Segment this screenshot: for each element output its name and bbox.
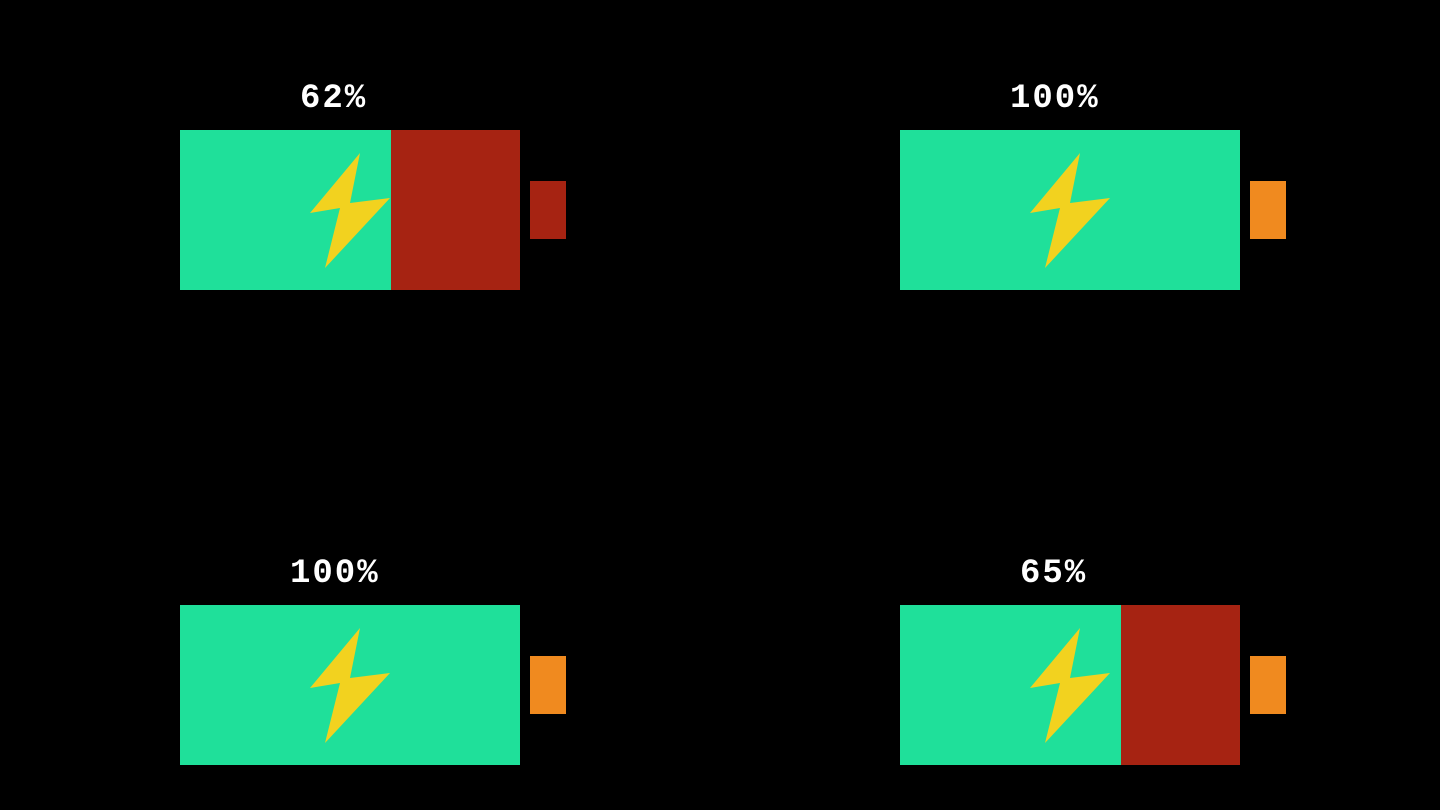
battery-percent-label: 65% [1020, 555, 1087, 593]
grid-cell-bl: 100% [0, 405, 720, 810]
grid-cell-tl: 62% [0, 0, 720, 405]
grid-cell-tr: 100% [720, 0, 1440, 405]
charging-bolt-icon [290, 153, 410, 268]
battery-body [900, 605, 1240, 765]
charging-bolt-icon [1010, 628, 1130, 743]
grid-cell-br: 65% [720, 405, 1440, 810]
battery-tip [1250, 181, 1286, 239]
battery-tip [530, 181, 566, 239]
battery-body [900, 130, 1240, 290]
battery-grid: 62% 100% 100% 65% [0, 0, 1440, 810]
battery-percent-label: 62% [300, 80, 367, 118]
battery-percent-label: 100% [1010, 80, 1100, 118]
battery-tip [1250, 656, 1286, 714]
battery-body [180, 605, 520, 765]
battery-tip [530, 656, 566, 714]
charging-bolt-icon [290, 628, 410, 743]
battery-body [180, 130, 520, 290]
battery-percent-label: 100% [290, 555, 380, 593]
charging-bolt-icon [1010, 153, 1130, 268]
